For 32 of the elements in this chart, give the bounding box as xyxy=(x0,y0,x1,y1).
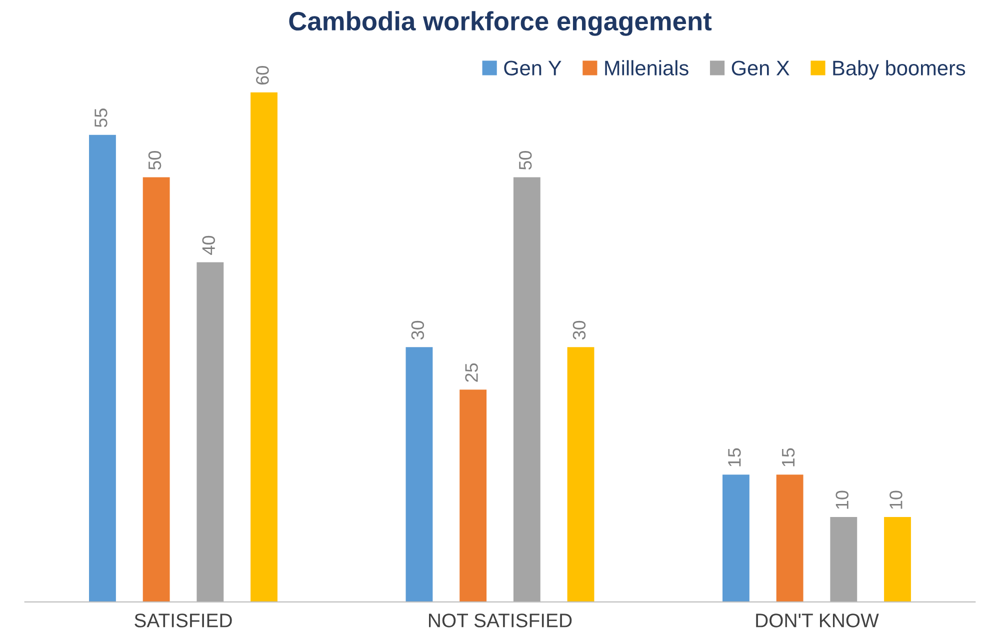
data-label: 10 xyxy=(890,490,902,509)
bar xyxy=(776,474,804,602)
bar xyxy=(884,517,911,602)
bar xyxy=(250,92,278,602)
data-label: 30 xyxy=(572,320,586,340)
data-label: 55 xyxy=(94,108,108,128)
data-label: 15 xyxy=(728,448,741,466)
data-label: 60 xyxy=(256,66,269,85)
legend-label: Millenials xyxy=(605,60,688,76)
bar xyxy=(142,177,170,602)
bar xyxy=(196,262,224,602)
bar xyxy=(89,134,116,602)
x-tick-label: SATISFIED xyxy=(134,614,232,628)
bar xyxy=(830,517,858,602)
bar xyxy=(460,390,487,602)
x-tick-label: NOT SATISFIED xyxy=(429,614,572,628)
bar xyxy=(513,177,540,602)
legend-label: Gen Y xyxy=(504,60,562,76)
bar xyxy=(406,347,433,602)
data-label: 10 xyxy=(836,490,848,509)
data-label: 50 xyxy=(148,150,162,170)
data-label: 40 xyxy=(202,236,216,255)
data-label: 50 xyxy=(518,150,532,170)
data-label: 25 xyxy=(465,363,478,382)
bar xyxy=(722,474,750,602)
data-label: 30 xyxy=(411,320,424,340)
legend-label: Gen X xyxy=(732,60,790,76)
chart-title: Cambodia workforce engagement xyxy=(289,11,712,36)
data-label: 15 xyxy=(782,448,795,466)
bar xyxy=(567,347,594,602)
x-tick-label: DON'T KNOW xyxy=(756,614,879,628)
legend-label: Baby boomers xyxy=(833,60,966,80)
